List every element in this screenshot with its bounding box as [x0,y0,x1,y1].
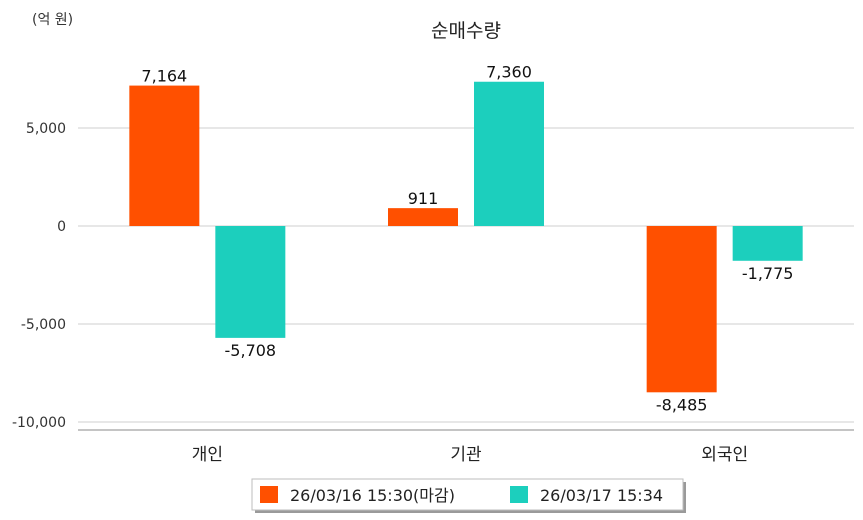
bar [129,85,200,226]
bar [732,226,803,261]
bar [474,81,544,226]
chart-title: 순매수량 [431,20,501,42]
x-axis-ticks: 개인 기관 외국인 [192,445,748,465]
data-label: -8,485 [656,395,708,414]
legend-swatch [260,486,278,503]
gridlines [78,127,854,423]
x-tick-label: 기관 [450,445,481,465]
legend-label: 26/03/17 15:34 [540,486,663,505]
y-tick-label: 5,000 [26,121,66,137]
unit-label: (억 원) [32,12,73,28]
legend: 26/03/16 15:30(마감) 26/03/17 15:34 [251,478,686,513]
bar [215,226,286,338]
bar [388,208,458,226]
legend-label: 26/03/16 15:30(마감) [290,486,455,505]
y-tick-label: -5,000 [21,317,66,333]
data-label: 911 [408,189,439,208]
data-label: 7,164 [141,67,187,86]
legend-swatch [510,486,528,503]
y-tick-label: -10,000 [12,415,66,431]
legend-box [251,478,684,511]
data-label: -5,708 [225,341,277,360]
y-axis-ticks: 5,000 0 -5,000 -10,000 [12,121,66,431]
bar [646,226,717,393]
data-label: 7,360 [486,63,532,82]
bars [129,81,803,393]
data-label: -1,775 [742,264,794,283]
x-tick-label: 개인 [192,445,223,465]
x-tick-label: 외국인 [701,445,748,465]
y-tick-label: 0 [57,219,66,235]
data-labels: 7,164 -5,708 911 7,360 -8,485 -1,775 [141,63,793,415]
